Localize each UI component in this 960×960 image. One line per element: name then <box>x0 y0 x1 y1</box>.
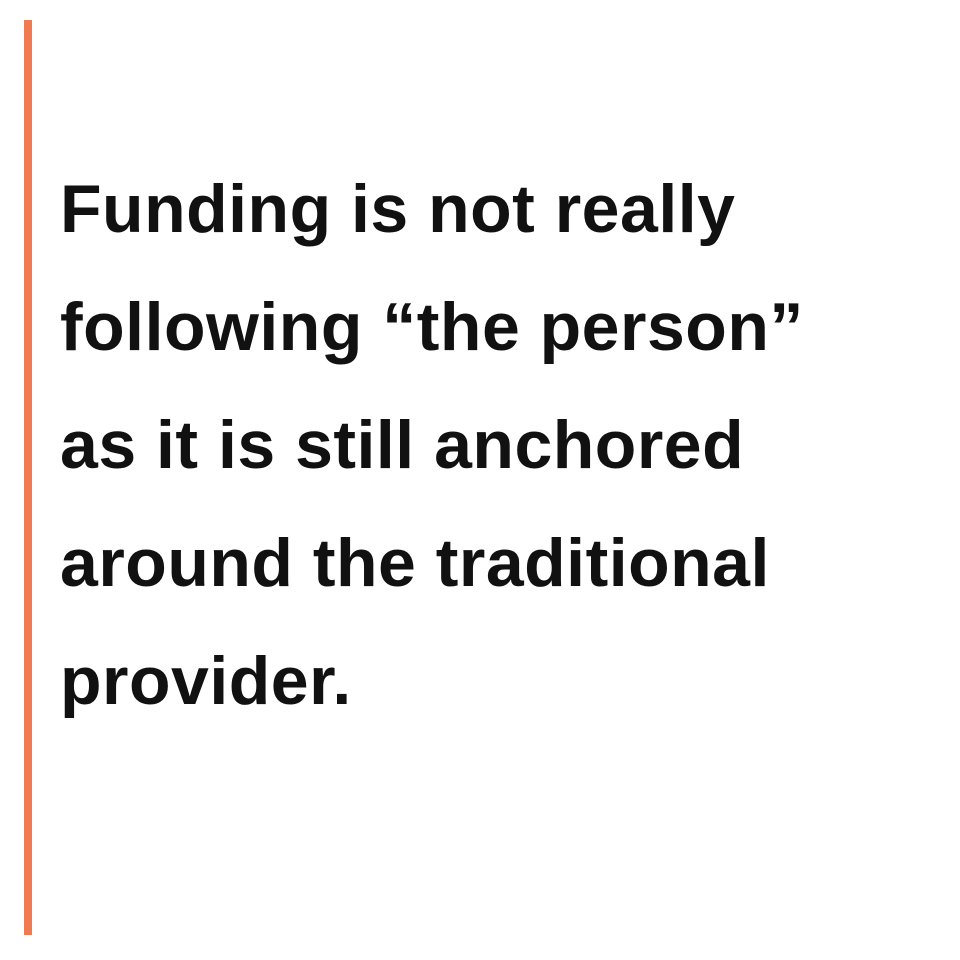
pull-quote: Funding is not really following “the per… <box>60 150 950 740</box>
quote-line-4: around the traditional <box>60 525 770 601</box>
quote-line-5: provider. <box>60 643 352 719</box>
quote-line-2: following “the person” <box>60 289 804 365</box>
quote-line-3: as it is still anchored <box>60 407 745 483</box>
quote-line-1: Funding is not really <box>60 171 736 247</box>
quote-accent-bar <box>24 20 32 935</box>
